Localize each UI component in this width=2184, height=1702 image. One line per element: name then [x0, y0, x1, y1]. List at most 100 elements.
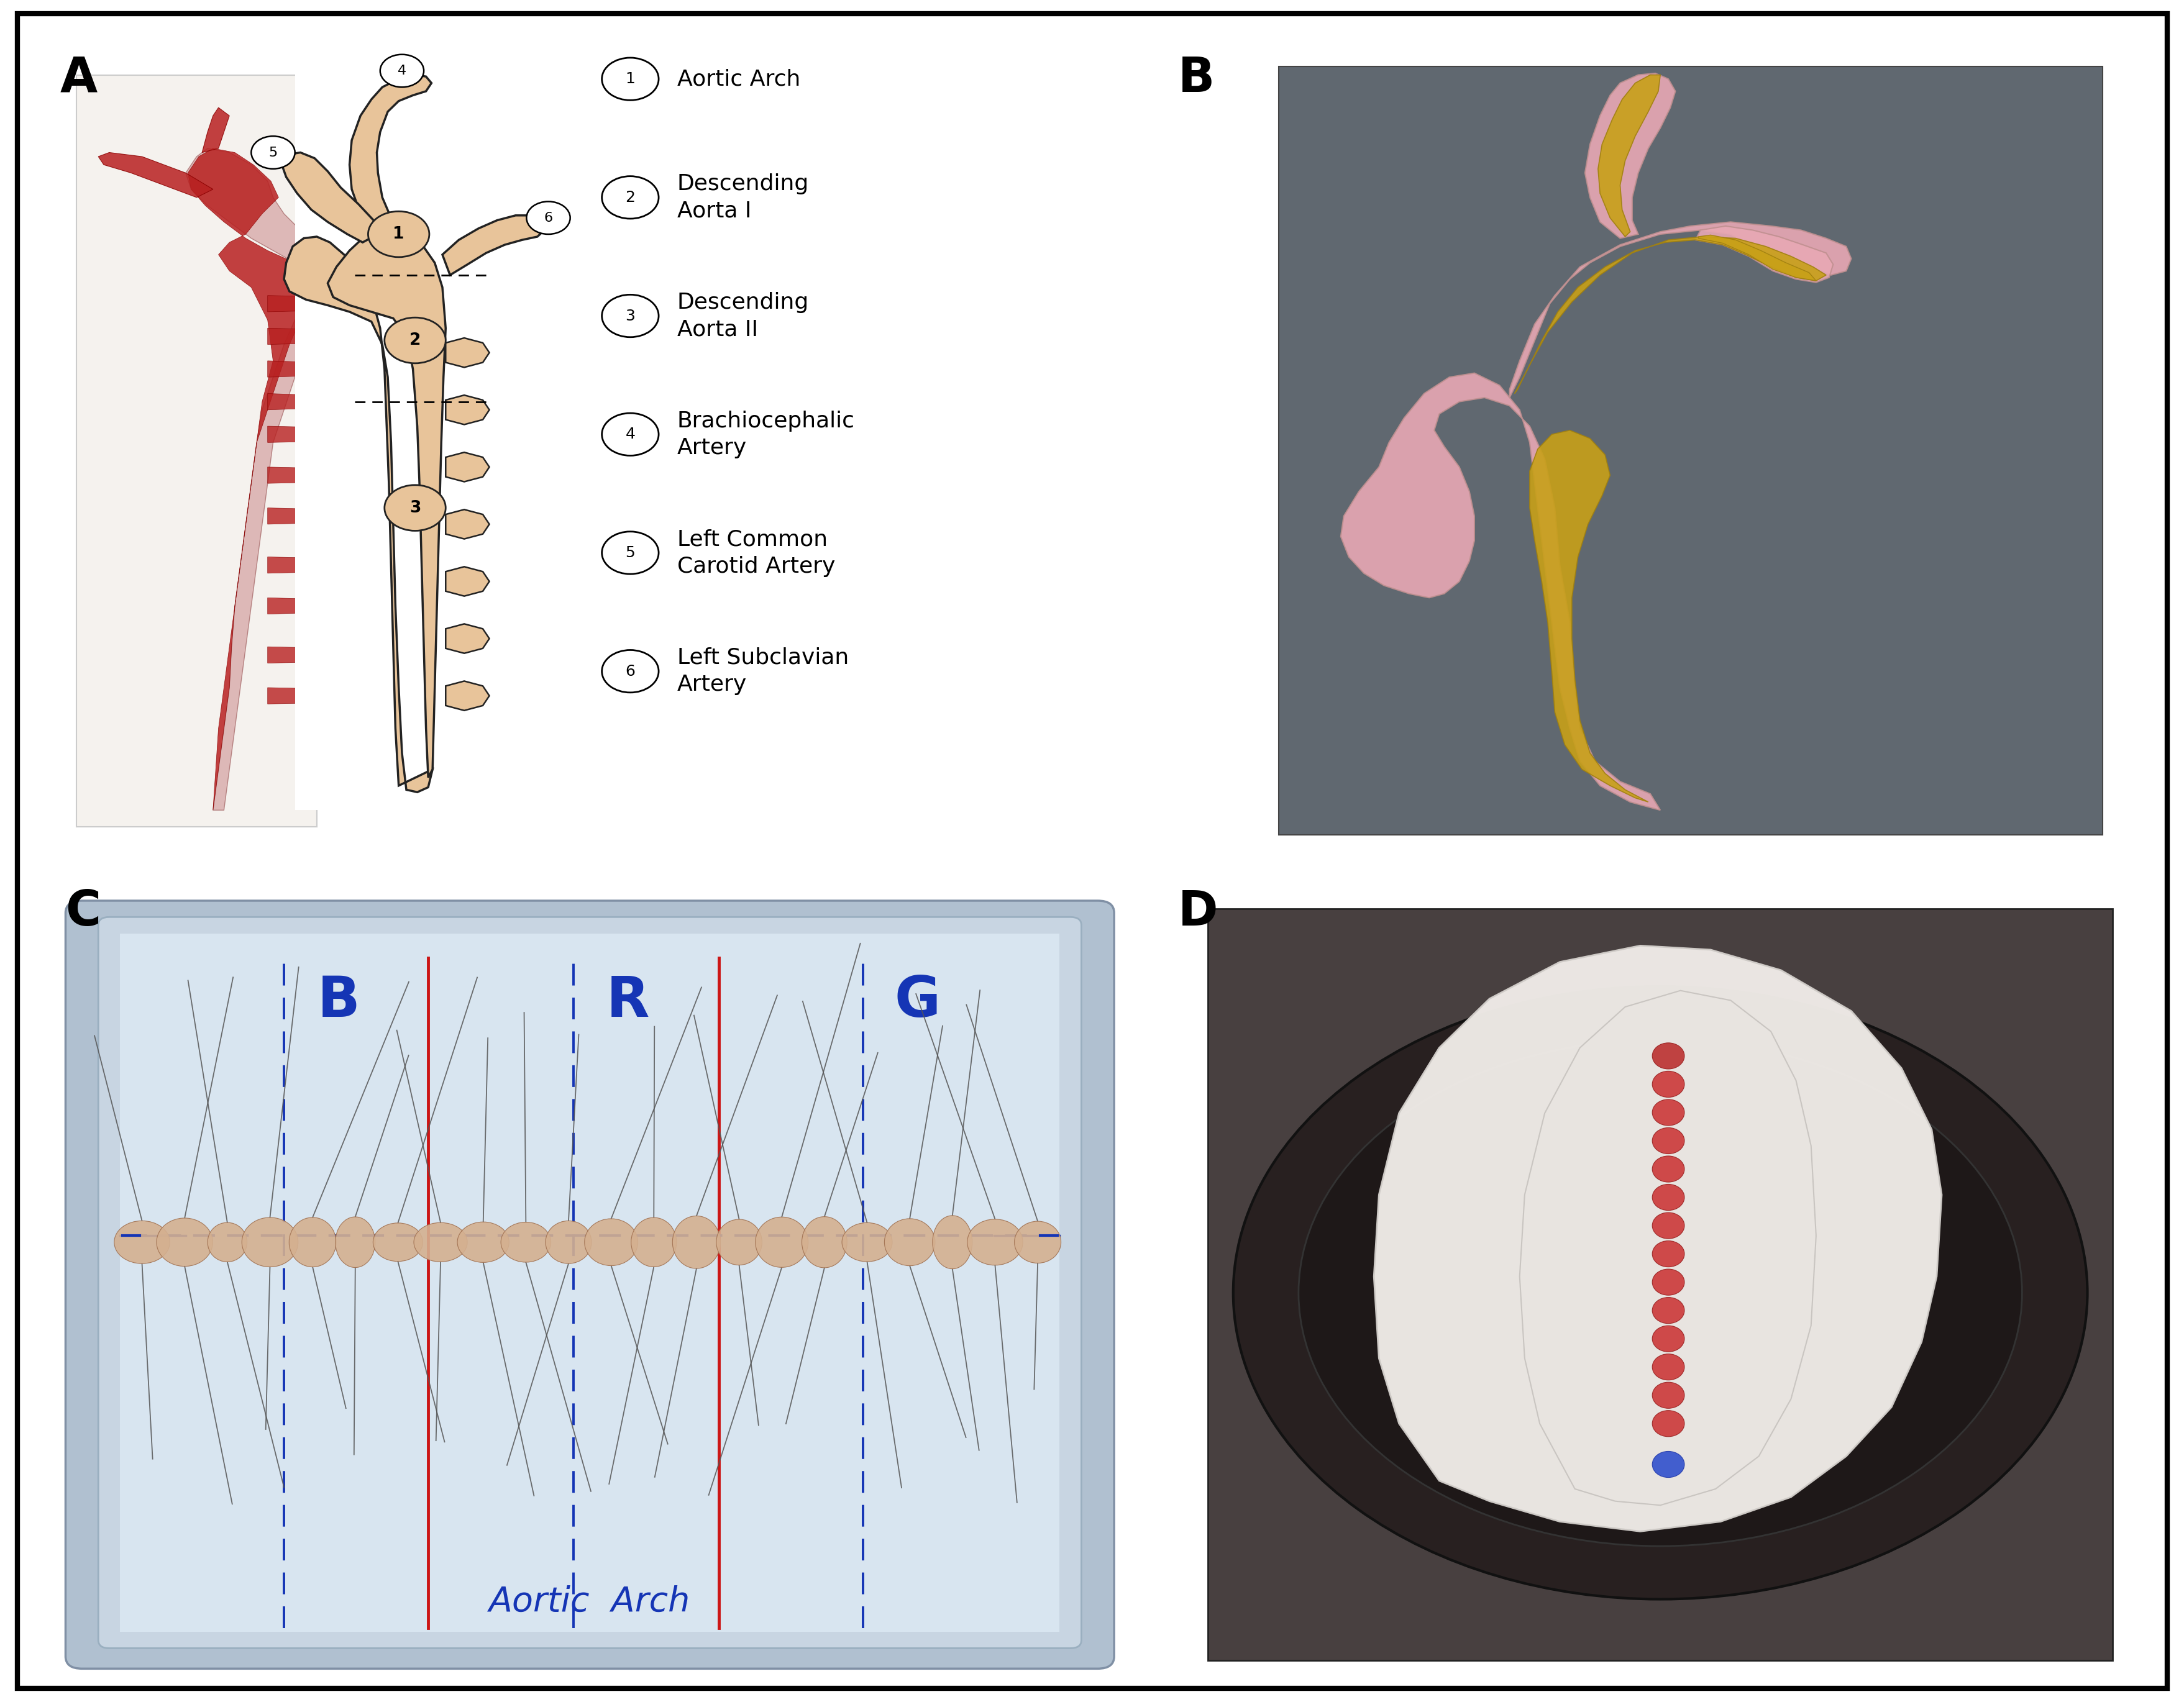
Polygon shape — [446, 395, 489, 424]
Text: Brachiocephalic
Artery: Brachiocephalic Artery — [677, 410, 854, 458]
Ellipse shape — [585, 1219, 638, 1266]
Text: 2: 2 — [625, 191, 636, 204]
Ellipse shape — [968, 1219, 1022, 1265]
Polygon shape — [1695, 226, 1832, 283]
Text: Left Subclavian
Artery: Left Subclavian Artery — [677, 647, 850, 696]
Circle shape — [1651, 1353, 1684, 1380]
FancyBboxPatch shape — [120, 933, 1059, 1632]
Ellipse shape — [716, 1219, 762, 1265]
Text: Descending
Aorta II: Descending Aorta II — [677, 291, 808, 340]
Ellipse shape — [373, 1224, 424, 1261]
Polygon shape — [1697, 235, 1815, 281]
Bar — [295, 51, 568, 810]
Text: 5: 5 — [625, 545, 636, 560]
Polygon shape — [269, 328, 334, 344]
Circle shape — [603, 650, 660, 693]
Text: 5: 5 — [269, 146, 277, 158]
Ellipse shape — [114, 1220, 170, 1263]
Text: 4: 4 — [625, 427, 636, 443]
Text: 1: 1 — [625, 71, 636, 87]
Ellipse shape — [546, 1220, 592, 1263]
Polygon shape — [349, 75, 432, 230]
Text: Aortic  Arch: Aortic Arch — [489, 1585, 690, 1619]
Ellipse shape — [673, 1215, 721, 1268]
Circle shape — [603, 414, 660, 456]
Polygon shape — [1529, 431, 1647, 802]
Ellipse shape — [413, 1222, 467, 1261]
Polygon shape — [269, 466, 343, 483]
Text: 1: 1 — [393, 226, 404, 242]
Circle shape — [1651, 1212, 1684, 1239]
Polygon shape — [371, 230, 465, 786]
Ellipse shape — [631, 1217, 677, 1266]
Text: D: D — [1177, 888, 1219, 936]
Text: Left Common
Carotid Artery: Left Common Carotid Artery — [677, 529, 834, 577]
Polygon shape — [98, 153, 214, 197]
Polygon shape — [269, 597, 328, 614]
Polygon shape — [446, 453, 489, 482]
Circle shape — [1651, 1185, 1684, 1210]
Ellipse shape — [885, 1219, 935, 1266]
Circle shape — [251, 136, 295, 168]
Ellipse shape — [802, 1217, 847, 1268]
Ellipse shape — [841, 1222, 891, 1261]
Circle shape — [384, 485, 446, 531]
Circle shape — [1651, 1099, 1684, 1125]
Ellipse shape — [1297, 1040, 2022, 1545]
Circle shape — [1651, 1326, 1684, 1351]
Ellipse shape — [1013, 1222, 1061, 1263]
Polygon shape — [203, 107, 229, 153]
Polygon shape — [269, 361, 325, 378]
Polygon shape — [1509, 221, 1850, 398]
Circle shape — [369, 211, 430, 257]
Ellipse shape — [336, 1217, 376, 1268]
Polygon shape — [306, 230, 426, 790]
Text: Aortic Arch: Aortic Arch — [677, 68, 799, 90]
Ellipse shape — [207, 1222, 247, 1261]
Circle shape — [603, 294, 660, 337]
Circle shape — [1651, 1297, 1684, 1324]
FancyBboxPatch shape — [66, 900, 1114, 1668]
Ellipse shape — [456, 1222, 509, 1263]
Text: G: G — [893, 974, 941, 1030]
Polygon shape — [186, 148, 339, 810]
Polygon shape — [446, 339, 489, 368]
Ellipse shape — [157, 1219, 212, 1266]
Text: C: C — [66, 888, 100, 936]
Circle shape — [1651, 1071, 1684, 1098]
Text: Descending
Aorta I: Descending Aorta I — [677, 174, 808, 221]
Ellipse shape — [242, 1217, 297, 1266]
Ellipse shape — [288, 1217, 336, 1266]
Circle shape — [603, 58, 660, 100]
Polygon shape — [284, 237, 432, 791]
Circle shape — [1651, 1156, 1684, 1183]
Polygon shape — [282, 153, 382, 242]
Polygon shape — [446, 567, 489, 596]
Text: 3: 3 — [408, 500, 422, 516]
Polygon shape — [1586, 73, 1675, 238]
Circle shape — [1651, 1452, 1684, 1477]
Text: 4: 4 — [397, 65, 406, 77]
Bar — [1278, 66, 2101, 834]
FancyBboxPatch shape — [98, 917, 1081, 1648]
Text: 6: 6 — [625, 664, 636, 679]
Bar — [76, 75, 317, 827]
Ellipse shape — [1232, 987, 2088, 1600]
Text: 2: 2 — [408, 332, 422, 349]
Ellipse shape — [500, 1222, 550, 1263]
Polygon shape — [269, 557, 336, 574]
Polygon shape — [188, 148, 317, 810]
Circle shape — [380, 54, 424, 87]
Polygon shape — [269, 296, 339, 311]
Polygon shape — [269, 688, 347, 705]
Text: A: A — [61, 54, 98, 102]
Polygon shape — [269, 647, 345, 664]
Polygon shape — [269, 393, 319, 410]
Polygon shape — [446, 681, 489, 710]
Polygon shape — [1374, 946, 1942, 1532]
Ellipse shape — [933, 1215, 972, 1268]
Polygon shape — [1520, 991, 1815, 1505]
Circle shape — [1651, 1382, 1684, 1408]
Polygon shape — [328, 226, 446, 778]
Polygon shape — [1514, 237, 1826, 393]
